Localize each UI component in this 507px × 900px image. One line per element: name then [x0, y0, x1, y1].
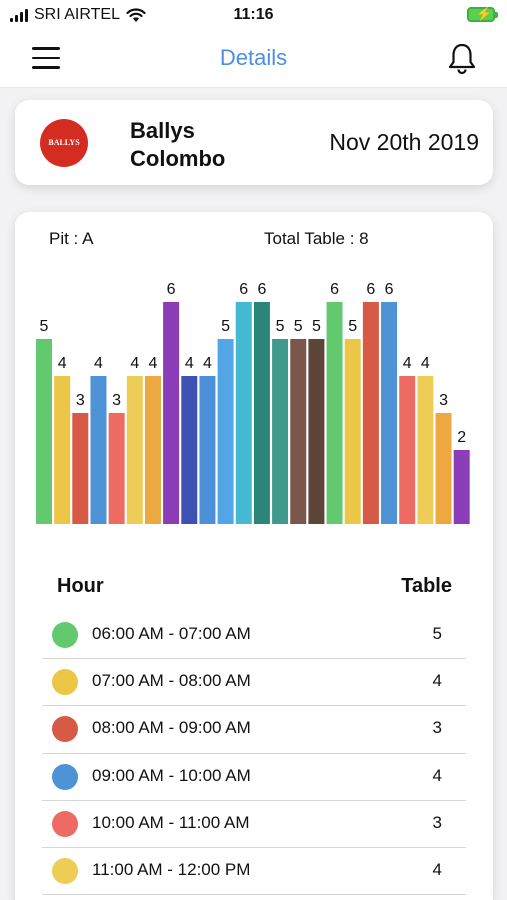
- color-dot-icon: [52, 857, 78, 884]
- bar-value-label: 6: [385, 281, 394, 298]
- bar-value-label: 4: [203, 355, 212, 372]
- chart-bar: [381, 302, 398, 524]
- bar-value-label: 6: [239, 281, 248, 298]
- table-row[interactable]: 08:00 AM - 09:00 AM 3: [42, 706, 466, 754]
- chart-bar: [326, 302, 343, 524]
- bar-value-label: 6: [330, 281, 339, 298]
- table-column-header: Table: [401, 575, 452, 597]
- pit-label: Pit : A: [49, 229, 94, 248]
- chart-bar: [290, 339, 307, 524]
- color-dot-icon: [52, 622, 78, 648]
- row-table-count: 5: [432, 624, 442, 643]
- bar-value-label: 4: [421, 355, 430, 372]
- row-hour: 11:00 AM - 12:00 PM: [92, 859, 251, 879]
- chart-bar: [435, 413, 452, 524]
- status-bar: SRI AIRTEL 11:16 ⚡: [0, 0, 507, 30]
- row-hour: 10:00 AM - 11:00 AM: [92, 812, 250, 832]
- chart-bar: [199, 376, 216, 524]
- chart-bar: [362, 302, 379, 524]
- row-table-count: 4: [432, 671, 442, 691]
- chart-bar: [272, 339, 289, 524]
- bar-value-label: 4: [94, 355, 103, 372]
- table-row[interactable]: 11:00 AM - 12:00 PM 4: [42, 848, 466, 896]
- chart-bar: [72, 413, 89, 524]
- total-tables-label: Total Table : 8: [264, 229, 369, 248]
- chart-bar: [308, 339, 325, 524]
- row-hour: 07:00 AM - 08:00 AM: [92, 671, 251, 691]
- chart-bar: [54, 376, 71, 524]
- casino-card: BALLYS CASINO Ballys Colombo Nov 20th 20…: [15, 100, 493, 185]
- chart-bar: [344, 339, 361, 524]
- color-dot-icon: [52, 763, 78, 790]
- table-row[interactable]: 07:00 AM - 08:00 AM 4: [42, 659, 466, 707]
- chart-bar: [417, 376, 434, 524]
- table-header: Hour Table: [57, 572, 452, 602]
- bar-value-label: 5: [276, 318, 285, 335]
- chart-bar: [453, 450, 470, 524]
- bar-value-label: 4: [149, 355, 158, 372]
- casino-date: Nov 20th 2019: [329, 129, 479, 155]
- bar-value-label: 3: [112, 392, 121, 409]
- bar-value-label: 5: [40, 318, 49, 335]
- bar-value-label: 4: [403, 355, 412, 372]
- table-row[interactable]: 09:00 AM - 10:00 AM 4: [42, 754, 466, 801]
- menu-icon[interactable]: [32, 47, 62, 69]
- status-time: 11:16: [233, 6, 274, 23]
- color-dot-icon: [52, 810, 78, 837]
- status-left: SRI AIRTEL: [10, 6, 146, 24]
- chart-bar: [163, 302, 180, 524]
- bar-value-label: 3: [76, 392, 85, 409]
- chart-bar: [399, 376, 416, 524]
- bar-value-label: 4: [58, 355, 67, 372]
- bar-value-label: 4: [185, 355, 194, 372]
- bar-value-label: 5: [294, 318, 303, 335]
- hour-list: 06:00 AM - 07:00 AM 5 07:00 AM - 08:00 AM 4…: [42, 612, 466, 896]
- chart-bar: [181, 376, 198, 524]
- chart-bar: [144, 376, 161, 524]
- carrier-name: SRI AIRTEL: [34, 6, 120, 23]
- row-table-count: 4: [432, 859, 442, 879]
- bar-value-label: 3: [439, 392, 448, 409]
- chart-bar: [217, 339, 234, 524]
- chart-bar: [36, 339, 52, 524]
- chart-bar: [235, 302, 252, 524]
- bar-value-label: 4: [130, 355, 139, 372]
- chart-bar: [253, 302, 270, 524]
- row-hour: 08:00 AM - 09:00 AM: [92, 718, 251, 738]
- chart-bar: [126, 376, 143, 524]
- bell-icon[interactable]: [447, 42, 477, 74]
- casino-logo: BALLYS CASINO: [40, 119, 88, 167]
- table-row[interactable]: 06:00 AM - 07:00 AM 5: [42, 612, 466, 660]
- row-hour: 06:00 AM - 07:00 AM: [92, 624, 251, 643]
- table-row[interactable]: 10:00 AM - 11:00 AM 3: [42, 801, 466, 848]
- wifi-icon: [126, 7, 146, 22]
- casino-name: Ballys Colombo: [130, 118, 226, 171]
- color-dot-icon: [52, 669, 78, 696]
- bar-value-label: 6: [257, 281, 266, 298]
- bar-value-label: 5: [348, 318, 357, 335]
- bar-value-label: 6: [167, 281, 176, 298]
- chart-bar: [108, 413, 125, 524]
- hour-column-header: Hour: [57, 575, 104, 597]
- bar-value-label: 5: [221, 318, 230, 335]
- row-hour: 09:00 AM - 10:00 AM: [92, 765, 251, 785]
- row-table-count: 3: [432, 718, 442, 738]
- chart-bar: [90, 376, 107, 524]
- battery-icon: ⚡: [467, 6, 498, 22]
- color-dot-icon: [52, 716, 78, 743]
- row-table-count: 3: [432, 812, 442, 832]
- bar-value-label: 6: [366, 281, 375, 298]
- bar-value-label: 2: [457, 429, 466, 446]
- bar-value-label: 5: [312, 318, 321, 335]
- row-table-count: 4: [432, 765, 442, 785]
- app-header: Details: [0, 30, 507, 88]
- signal-icon: [10, 8, 28, 22]
- page-title: Details: [219, 45, 288, 70]
